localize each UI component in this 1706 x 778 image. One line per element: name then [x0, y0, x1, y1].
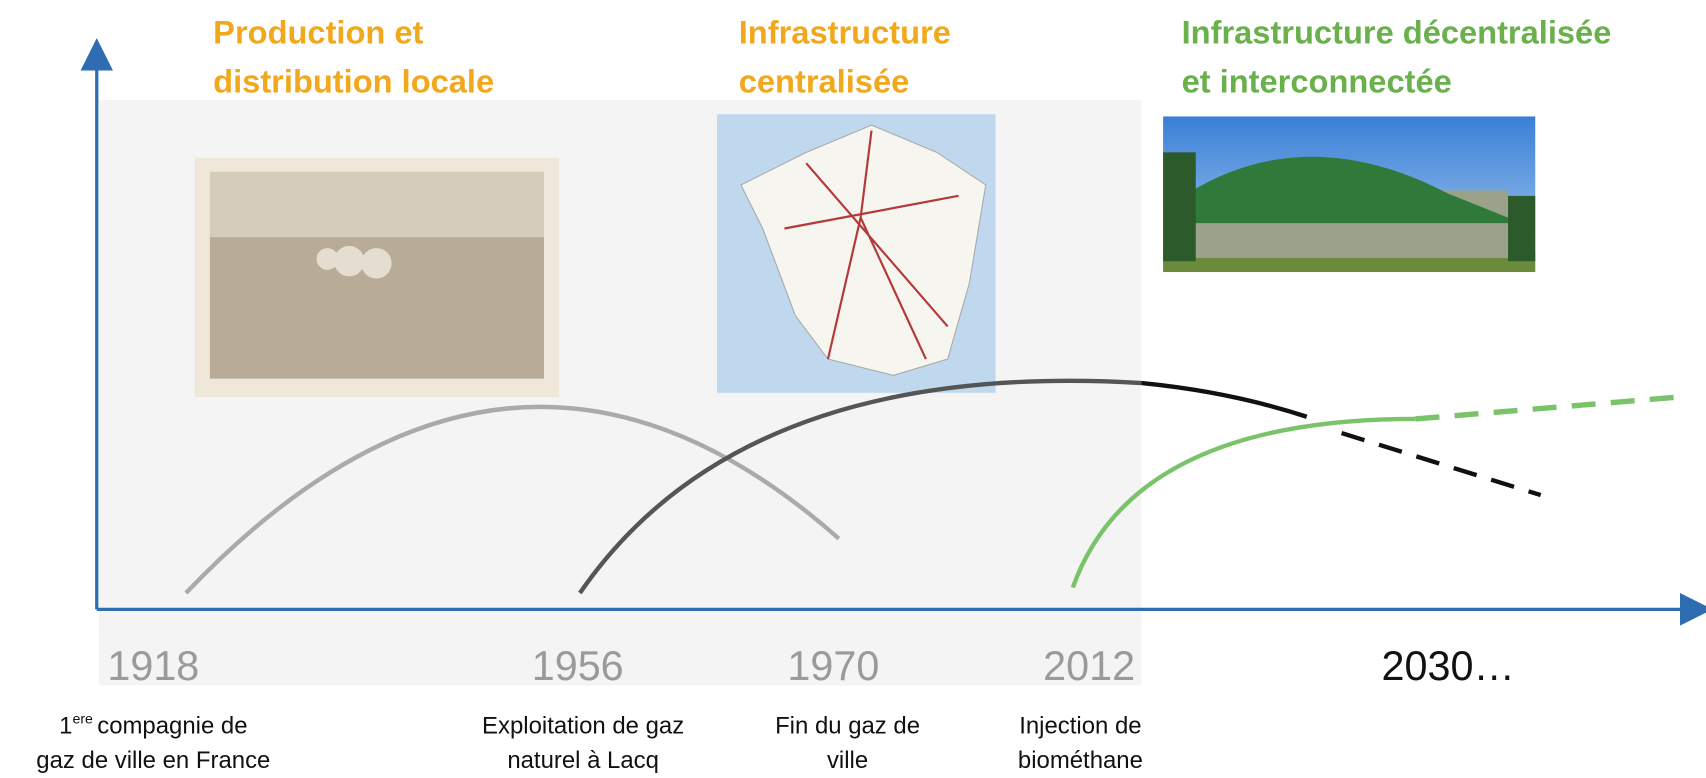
- event-label: gaz de ville en France: [36, 747, 270, 774]
- event-text: compagnie de: [97, 712, 247, 739]
- event-label: Injection de: [1019, 712, 1141, 739]
- year-label: 1918: [107, 643, 199, 689]
- event-label: naturel à Lacq: [507, 747, 659, 774]
- biomethane-projection: [1416, 397, 1677, 419]
- france-map: [717, 114, 996, 393]
- event-label: Exploitation de gaz: [482, 712, 684, 739]
- year-label: 1970: [787, 643, 879, 689]
- year-label: 1956: [532, 643, 624, 689]
- year-label: 2030…: [1382, 643, 1515, 689]
- phase-title: distribution locale: [213, 62, 494, 99]
- event-superscript: ere: [72, 711, 93, 727]
- event-label: biométhane: [1018, 747, 1143, 774]
- natural-gas-projection: [1342, 433, 1541, 495]
- event-number: 1: [59, 712, 72, 739]
- biogas-photo: [1163, 116, 1535, 272]
- phase-title: centralisée: [739, 62, 910, 99]
- year-label: 2012: [1043, 643, 1135, 689]
- timeline-diagram: Production et distribution locale Infras…: [0, 0, 1706, 778]
- natural-gas-curve-recent: [1141, 383, 1306, 417]
- phase-title: Infrastructure décentralisée: [1182, 14, 1612, 51]
- phase-title: Infrastructure: [739, 14, 951, 51]
- historic-photo: [195, 158, 560, 397]
- event-label: Fin du gaz de: [775, 712, 920, 739]
- phase-title: et interconnectée: [1182, 62, 1452, 99]
- phase-title: Production et: [213, 14, 423, 51]
- event-label: ville: [827, 747, 868, 774]
